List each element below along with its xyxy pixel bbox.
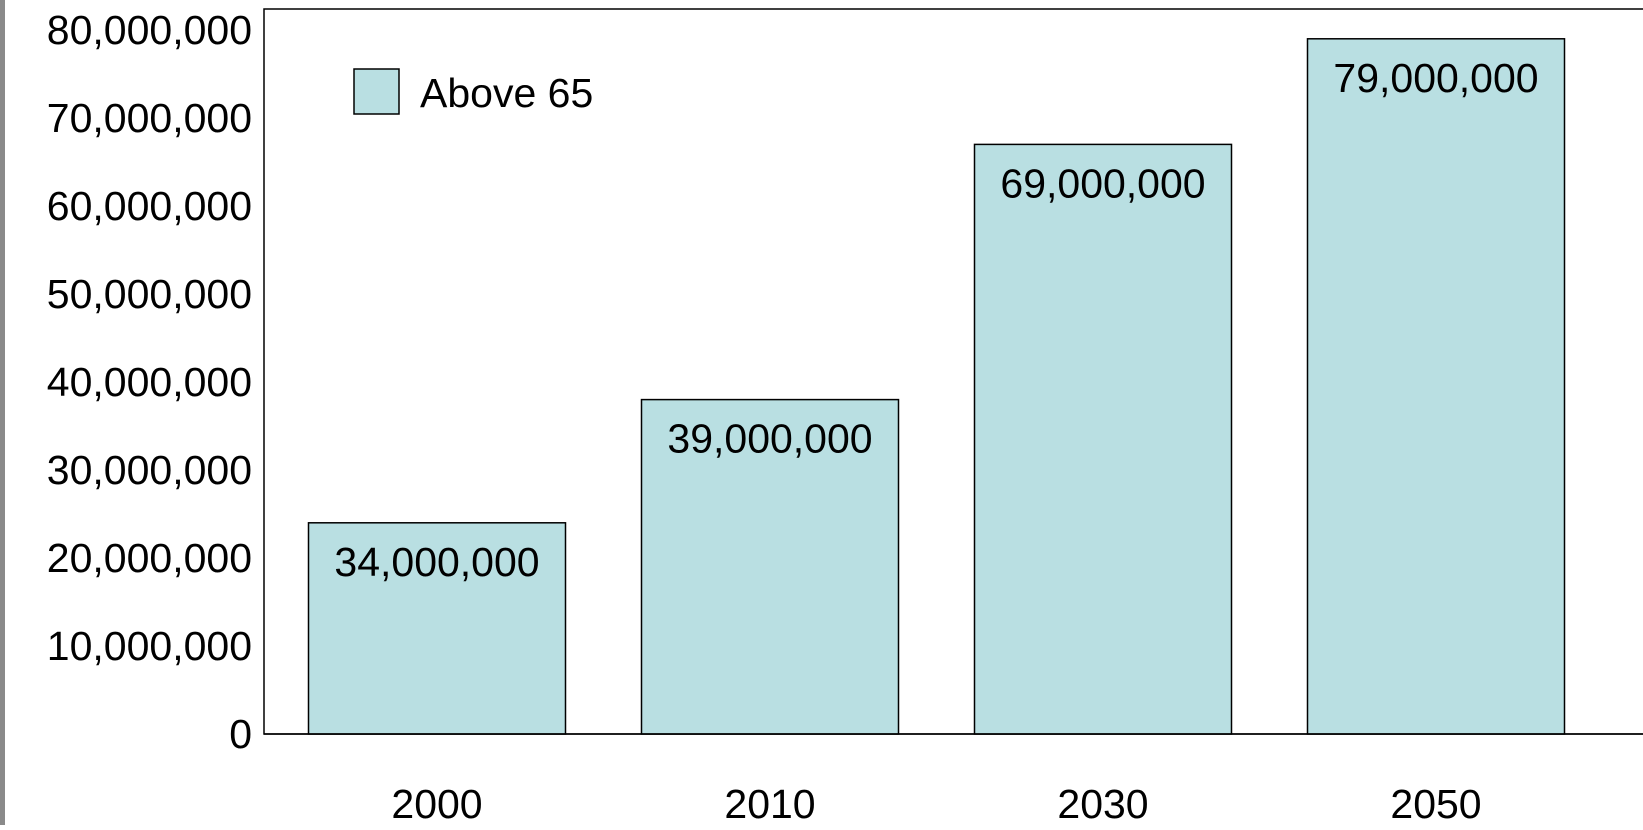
y-tick-label: 0 [229,711,252,757]
bar-value-label: 79,000,000 [1333,55,1538,101]
y-tick-label: 50,000,000 [47,271,252,317]
y-tick-label: 30,000,000 [47,447,252,493]
y-axis: 0 10,000,000 20,000,000 30,000,000 40,000,00… [47,7,252,757]
y-tick-label: 70,000,000 [47,95,252,141]
y-tick-label: 60,000,000 [47,183,252,229]
x-tick-label: 2010 [724,781,815,825]
x-tick-label: 2000 [391,781,482,825]
y-tick-label: 20,000,000 [47,535,252,581]
legend-swatch [354,69,399,114]
bar [1308,39,1565,734]
x-tick-label: 2030 [1057,781,1148,825]
bar-series [264,39,1643,734]
x-axis: 2000 2010 2030 2050 [391,781,1481,825]
legend: Above 65 [354,69,593,116]
legend-label: Above 65 [420,70,593,116]
window-edge [0,0,5,825]
y-tick-label: 80,000,000 [47,7,252,53]
bar-value-label: 39,000,000 [667,416,872,462]
bar-value-label: 34,000,000 [334,539,539,585]
bar-value-label: 69,000,000 [1000,160,1205,206]
bar [975,144,1232,734]
y-tick-label: 40,000,000 [47,359,252,405]
y-tick-label: 10,000,000 [47,623,252,669]
x-tick-label: 2050 [1390,781,1481,825]
